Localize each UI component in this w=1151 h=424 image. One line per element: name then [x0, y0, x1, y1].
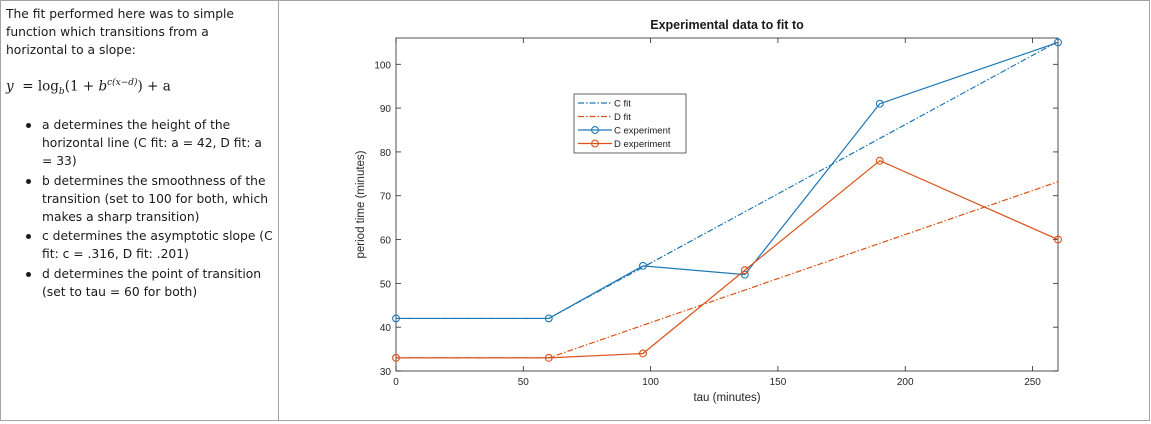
- y-tick-label: 30: [380, 367, 392, 378]
- x-axis-label: tau (minutes): [693, 392, 760, 404]
- series-line-1: [396, 40, 1059, 320]
- y-tick-label: 40: [380, 323, 392, 334]
- legend-entry: D experiment: [614, 139, 671, 150]
- data-point: [639, 349, 647, 358]
- formula-tail: ) + a: [137, 78, 171, 95]
- y-tick-label: 70: [380, 192, 392, 203]
- description-panel: The fit performed here was to simple fun…: [6, 5, 274, 60]
- y-tick-label: 100: [374, 60, 391, 71]
- data-point: [875, 99, 884, 108]
- list-item: c determines the asymptotic slope (C fit…: [22, 227, 274, 263]
- formula-exponent: c(x−d): [107, 78, 138, 88]
- plot-area: [395, 37, 1059, 372]
- x-tick-label: 0: [393, 377, 399, 388]
- formula-power-base: b: [98, 78, 108, 95]
- legend-entry: C experiment: [614, 126, 671, 137]
- list-item: a determines the height of the horizonta…: [22, 116, 274, 171]
- data-point: [1054, 38, 1062, 47]
- data-point: [544, 314, 553, 323]
- chart-title: Experimental data to fit to: [650, 18, 804, 32]
- intro-text: The fit performed here was to simple fun…: [6, 7, 235, 58]
- y-tick-label: 50: [380, 279, 392, 290]
- series-line-3: [396, 41, 1059, 320]
- fit-formula: y = logb(1 + bc(x−d)) + a: [6, 78, 171, 97]
- formula-equals: = log: [17, 78, 59, 95]
- x-tick-label: 250: [1024, 377, 1041, 388]
- y-tick-label: 80: [380, 148, 392, 159]
- legend-marker: [591, 139, 599, 148]
- formula-inner-start: (1 +: [64, 78, 99, 95]
- x-tick-label: 100: [642, 377, 659, 388]
- series-line-4: [396, 159, 1059, 359]
- series-line-2: [396, 181, 1059, 359]
- data-point: [639, 261, 647, 270]
- data-point: [740, 266, 749, 275]
- x-tick-label: 50: [518, 377, 530, 388]
- data-point: [392, 314, 400, 323]
- data-point: [392, 353, 400, 362]
- y-axis-label: period time (minutes): [355, 150, 367, 258]
- list-item: b determines the smoothness of the trans…: [22, 172, 274, 227]
- experimental-data-chart: Experimental data to fit to 0 50 100 150 200 2…: [355, 18, 1062, 404]
- formula-log-base: b: [58, 87, 65, 98]
- legend-entry: C fit: [614, 99, 631, 110]
- data-point: [740, 270, 749, 279]
- parameter-list: a determines the height of the horizonta…: [22, 116, 274, 302]
- x-tick-label: 150: [770, 377, 787, 388]
- data-point: [544, 353, 553, 362]
- data-point: [1054, 235, 1062, 244]
- data-point: [875, 156, 884, 165]
- formula-lhs: y: [6, 78, 14, 95]
- legend-entry: D fit: [614, 112, 631, 123]
- y-tick-label: 90: [380, 104, 392, 115]
- column-divider: [278, 0, 279, 421]
- y-tick-label: 60: [380, 236, 392, 247]
- x-tick-label: 200: [897, 377, 914, 388]
- legend-marker: [591, 126, 599, 134]
- list-item: d determines the point of transition (se…: [22, 265, 274, 301]
